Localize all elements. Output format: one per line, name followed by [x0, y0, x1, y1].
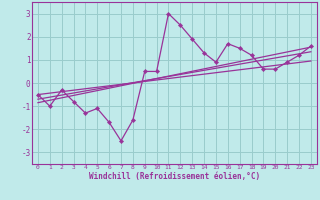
- X-axis label: Windchill (Refroidissement éolien,°C): Windchill (Refroidissement éolien,°C): [89, 172, 260, 181]
